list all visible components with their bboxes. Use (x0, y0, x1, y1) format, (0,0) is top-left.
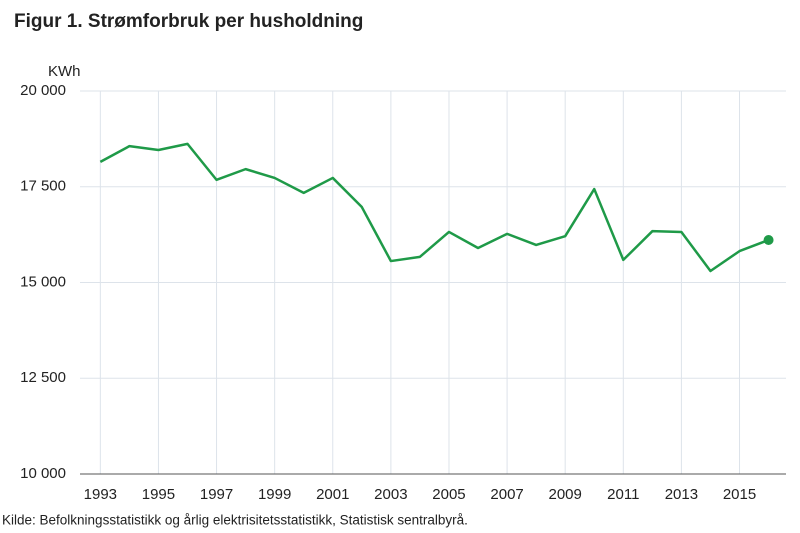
x-tick-label: 2009 (549, 486, 582, 503)
x-tick-label: 2013 (665, 486, 698, 503)
chart-title: Figur 1. Strømforbruk per husholdning (14, 11, 363, 32)
line (99, 142, 770, 273)
x-tick-label: 2003 (374, 486, 407, 503)
x-tick-label: 2007 (490, 486, 523, 503)
y-tick-label: 20 000 (20, 82, 66, 99)
x-tick-label: 1995 (142, 486, 175, 503)
y-tick-label: 10 000 (20, 465, 66, 482)
y-axis-label: KWh (48, 63, 81, 80)
y-tick-label: 15 000 (20, 273, 66, 290)
x-tick-label: 2011 (607, 486, 639, 503)
y-tick-label: 17 500 (20, 178, 66, 195)
x-tick-label: 2015 (723, 486, 756, 503)
x-tick-label: 1999 (258, 486, 291, 503)
source: Kilde: Befolkningsstatistikk og årlig el… (2, 513, 468, 528)
x-tick-label: 2005 (432, 486, 465, 503)
y-tick-label: 12 500 (20, 369, 66, 386)
x-tick-label: 1993 (84, 486, 117, 503)
point (763, 234, 774, 245)
x-tick-label: 2001 (316, 486, 349, 503)
x-tick-label: 1997 (200, 486, 233, 503)
